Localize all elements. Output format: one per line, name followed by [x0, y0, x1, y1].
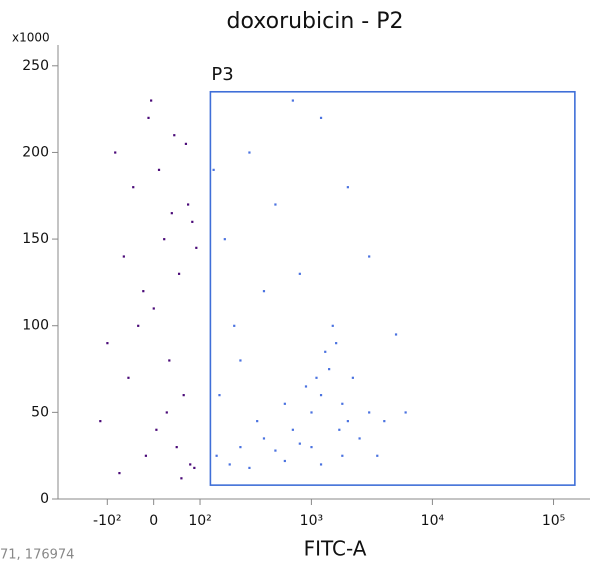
- dot: [368, 255, 371, 258]
- dot: [118, 472, 121, 475]
- dot: [127, 376, 130, 379]
- dot: [142, 290, 145, 293]
- dot: [144, 454, 148, 457]
- dot: [132, 186, 135, 189]
- dot: [319, 463, 323, 466]
- dot: [191, 220, 194, 223]
- gate: [209, 90, 576, 486]
- y-tick-label: 0: [40, 491, 49, 507]
- x-axis-label: FITC-A: [304, 537, 367, 561]
- y-tick-label: 100: [22, 318, 49, 334]
- dot: [262, 290, 266, 293]
- dot: [218, 394, 221, 397]
- dot: [122, 255, 125, 258]
- dot: [152, 307, 155, 310]
- dot: [184, 142, 188, 145]
- dot: [195, 246, 198, 249]
- dot: [341, 402, 344, 405]
- dot: [150, 99, 153, 102]
- dot: [155, 428, 158, 431]
- dot: [404, 411, 407, 414]
- dot: [346, 420, 349, 423]
- y-multiplier: x1000: [12, 31, 50, 45]
- dot: [173, 134, 176, 137]
- dot: [239, 359, 242, 362]
- gate-label: P3: [211, 64, 233, 85]
- dot: [223, 238, 226, 241]
- dot: [157, 168, 161, 171]
- dot: [248, 466, 251, 470]
- dot: [368, 411, 371, 414]
- dot: [233, 324, 236, 327]
- dot: [376, 454, 379, 457]
- dot: [106, 342, 109, 345]
- dot: [338, 428, 341, 431]
- y-tick-label: 200: [22, 144, 49, 160]
- dot: [212, 168, 215, 171]
- dot: [383, 420, 386, 423]
- y-tick-label: 150: [22, 231, 49, 247]
- y-tick-label: 250: [22, 58, 49, 74]
- dot: [304, 385, 308, 388]
- dot: [137, 324, 140, 327]
- dot: [187, 203, 190, 206]
- dot: [315, 376, 318, 379]
- dot: [114, 151, 117, 154]
- dot: [262, 437, 266, 440]
- dot: [335, 342, 338, 345]
- dot: [248, 151, 251, 154]
- dot: [170, 212, 173, 215]
- dot: [298, 442, 301, 445]
- dot: [331, 324, 334, 327]
- x-tick-label: 10²: [188, 513, 211, 529]
- dot: [180, 477, 183, 480]
- x-tick-label: 0: [149, 513, 158, 529]
- dot: [310, 411, 313, 414]
- dot: [177, 272, 181, 275]
- dot: [239, 446, 242, 449]
- dot: [175, 446, 178, 449]
- x-tick-label: 10³: [300, 513, 323, 529]
- status-text: 71, 176974: [0, 548, 74, 563]
- y-tick-label: 50: [31, 404, 49, 420]
- dot: [228, 463, 231, 466]
- dot: [283, 402, 286, 405]
- dot: [310, 446, 313, 449]
- dot: [319, 394, 323, 397]
- dot: [394, 333, 398, 336]
- dot: [165, 411, 168, 414]
- dot: [319, 116, 323, 119]
- dot: [168, 359, 171, 362]
- dot: [274, 203, 277, 206]
- dot: [163, 238, 166, 241]
- dot: [283, 459, 286, 463]
- dot: [99, 420, 102, 423]
- chart-title: doxorubicin - P2: [227, 9, 404, 34]
- x-tick-label: -10²: [93, 513, 121, 529]
- dot: [147, 116, 150, 119]
- dot: [324, 350, 327, 353]
- x-tick-label: 10⁴: [421, 513, 445, 529]
- dot: [182, 394, 185, 397]
- dot: [291, 428, 294, 431]
- dot: [215, 454, 218, 457]
- dot: [189, 463, 192, 466]
- dot: [328, 368, 331, 371]
- dot: [358, 437, 361, 440]
- dot: [193, 466, 196, 470]
- dot: [341, 454, 344, 457]
- dot: [256, 420, 259, 423]
- dot: [274, 449, 277, 452]
- dot: [351, 376, 354, 379]
- x-tick-label: 10⁵: [542, 513, 565, 529]
- dot: [346, 186, 349, 189]
- dot: [291, 99, 294, 102]
- dot: [298, 272, 301, 275]
